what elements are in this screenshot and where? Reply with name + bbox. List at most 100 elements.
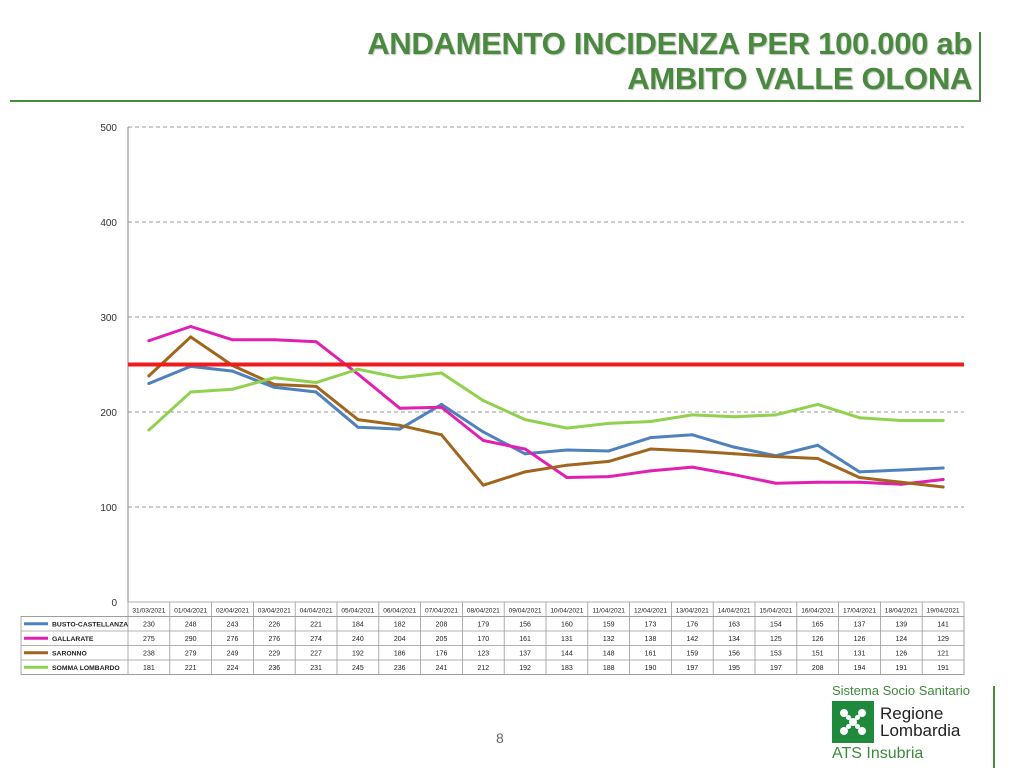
data-point: [565, 463, 569, 467]
data-point: [607, 421, 611, 425]
footer-side-rule: [993, 686, 995, 768]
data-point: [941, 466, 945, 470]
data-point: [607, 475, 611, 479]
data-point: [858, 476, 861, 480]
x-tick-label: 12/04/2021: [634, 608, 667, 615]
x-tick-label: 17/04/2021: [843, 608, 876, 615]
data-table-cell: 241: [436, 665, 448, 672]
x-tick-label: 06/04/2021: [383, 608, 416, 615]
data-table-cell: 191: [895, 665, 907, 672]
data-point: [690, 413, 694, 417]
data-table-cell: 276: [227, 636, 239, 643]
data-table-cell: 224: [227, 665, 239, 672]
data-point: [189, 325, 193, 328]
data-point: [816, 443, 820, 447]
data-table-cell: 204: [394, 636, 406, 643]
data-point: [440, 433, 443, 437]
data-table-cell: 238: [143, 651, 155, 658]
data-table-cell: 230: [143, 622, 155, 629]
data-point: [899, 419, 903, 423]
data-point: [356, 425, 360, 429]
page-title-line1: ANDAMENTO INCIDENZA PER 100.000 ab: [367, 26, 972, 61]
data-table-cell: 221: [185, 665, 197, 672]
data-table-cell: 132: [603, 636, 615, 643]
data-point: [272, 338, 276, 342]
legend-label: GALLARATE: [52, 636, 94, 643]
data-table-cell: 153: [770, 651, 782, 658]
data-table-cell: 142: [686, 636, 698, 643]
title-side-rule: [979, 32, 981, 102]
x-tick-label: 02/04/2021: [216, 608, 249, 615]
data-table-cell: 156: [519, 622, 531, 629]
data-point: [649, 447, 652, 451]
data-point: [690, 433, 694, 437]
data-point: [147, 382, 151, 385]
data-point: [732, 473, 736, 477]
data-point: [565, 426, 569, 430]
data-point: [732, 445, 736, 449]
data-table-cell: 126: [854, 636, 866, 643]
x-tick-label: 10/04/2021: [550, 608, 583, 615]
data-table-cell: 159: [603, 622, 615, 629]
data-table-cell: 227: [310, 651, 322, 658]
x-tick-label: 19/04/2021: [927, 608, 960, 615]
series-line: [147, 364, 945, 474]
data-point: [189, 390, 193, 394]
data-point: [774, 413, 778, 417]
x-tick-label: 08/04/2021: [467, 608, 500, 615]
data-point: [607, 449, 611, 453]
data-table-cell: 245: [352, 665, 364, 672]
data-table-cell: 151: [812, 651, 824, 658]
data-point: [356, 372, 360, 376]
data-point: [899, 480, 903, 484]
data-table-cell: 123: [477, 651, 489, 658]
data-point: [272, 376, 276, 380]
data-point: [690, 449, 694, 453]
data-point: [523, 452, 527, 456]
data-point: [147, 374, 151, 378]
x-tick-label: 04/04/2021: [300, 608, 333, 615]
x-tick-label: 16/04/2021: [801, 608, 834, 615]
x-tick-label: 01/04/2021: [174, 608, 207, 615]
data-point: [481, 399, 485, 403]
data-table-cell: 138: [645, 636, 657, 643]
data-table-cell: 184: [352, 622, 364, 629]
data-point: [941, 419, 945, 423]
data-table-cell: 249: [227, 651, 239, 658]
y-tick-label: 100: [100, 503, 117, 514]
data-table-cell: 205: [436, 636, 448, 643]
y-tick-label: 200: [100, 408, 117, 419]
data-table-cell: 179: [477, 622, 489, 629]
data-point: [732, 415, 736, 419]
data-table-cell: 188: [603, 665, 615, 672]
data-table-cell: 226: [268, 622, 280, 629]
data-table-cell: 240: [352, 636, 364, 643]
data-table-cell: 154: [770, 622, 782, 629]
data-table-cell: 208: [436, 622, 448, 629]
data-table-cell: 161: [519, 636, 531, 643]
data-table-cell: 275: [143, 636, 155, 643]
data-table-cell: 139: [895, 622, 907, 629]
x-tick-label: 13/04/2021: [676, 608, 709, 615]
series-line: [147, 367, 945, 432]
y-tick-label: 0: [111, 598, 117, 609]
data-point: [398, 427, 402, 431]
data-point: [231, 369, 234, 373]
data-table-cell: 170: [477, 636, 489, 643]
data-point: [189, 335, 193, 339]
legend-label: BUSTO-CASTELLANZA: [52, 622, 128, 629]
x-tick-label: 09/04/2021: [509, 608, 542, 615]
data-table-cell: 190: [645, 665, 657, 672]
data-point: [816, 480, 820, 484]
data-table-cell: 156: [728, 651, 740, 658]
data-point: [481, 483, 485, 487]
data-table-cell: 191: [937, 665, 949, 672]
data-table-cell: 197: [686, 665, 698, 672]
data-table-cell: 236: [394, 665, 406, 672]
data-table-cell: 183: [561, 665, 573, 672]
data-table-cell: 137: [854, 622, 866, 629]
data-table-cell: 131: [561, 636, 573, 643]
data-table-cell: 160: [561, 622, 573, 629]
data-table-cell: 197: [770, 665, 782, 672]
data-point: [774, 455, 778, 459]
